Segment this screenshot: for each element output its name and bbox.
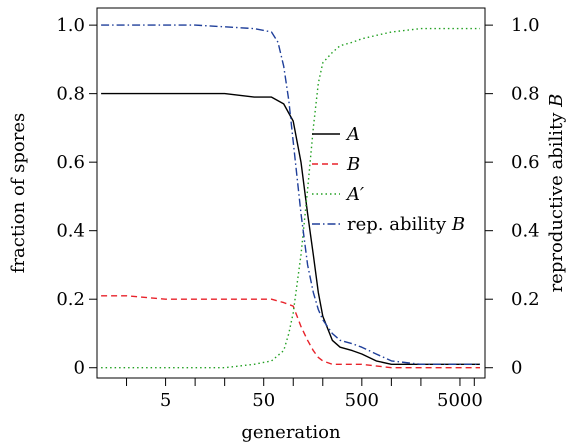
- plot-frame: [96, 7, 486, 379]
- legend: AB A′ rep. ability B: [312, 124, 465, 235]
- y-tick-label-right: 1.0: [511, 15, 540, 36]
- x-tick-label: 5000: [437, 390, 483, 411]
- x-tick-label: 50: [252, 390, 275, 411]
- y-tick-label-left: 0.2: [56, 289, 85, 310]
- x-tick-label: 500: [345, 390, 379, 411]
- x-tick-label: 5: [160, 390, 171, 411]
- y-tick-label-right: 0.4: [511, 221, 540, 242]
- y-tick-label-left: 0.6: [56, 152, 85, 173]
- legend-label-1: A: [345, 124, 360, 145]
- series-group: [101, 24, 480, 369]
- series-line-1: [101, 92, 480, 365]
- series-line-4: [101, 24, 480, 365]
- y-tick-label-left: 1.0: [56, 15, 85, 36]
- y-axis-title-right: reproductive ability B: [546, 94, 567, 293]
- legend-label-2: B: [346, 154, 360, 175]
- series-line-2: [101, 295, 480, 369]
- y-tick-label-right: 0.8: [511, 84, 540, 105]
- axis-ticks: [89, 24, 493, 386]
- legend-label-3: A′: [345, 184, 364, 205]
- series-line-3: [101, 27, 480, 369]
- y-tick-label-right: 0.2: [511, 289, 540, 310]
- y-tick-label-left: 0.8: [56, 84, 85, 105]
- y-tick-label-right: 0: [511, 358, 522, 379]
- y-tick-label-right: 0.6: [511, 152, 540, 173]
- y-tick-label-left: 0.4: [56, 221, 85, 242]
- y-axis-title-left: fraction of spores: [8, 113, 29, 274]
- y-tick-label-left: 0: [74, 358, 85, 379]
- x-axis-title: generation: [241, 422, 341, 443]
- tick-labels: 5 50 500 5000 0 0.2 0.4 0.6 0.8 1.0 0 0.2 0.4 0.6 0.8 1…: [56, 15, 539, 411]
- legend-label-4: rep. ability B: [347, 214, 465, 235]
